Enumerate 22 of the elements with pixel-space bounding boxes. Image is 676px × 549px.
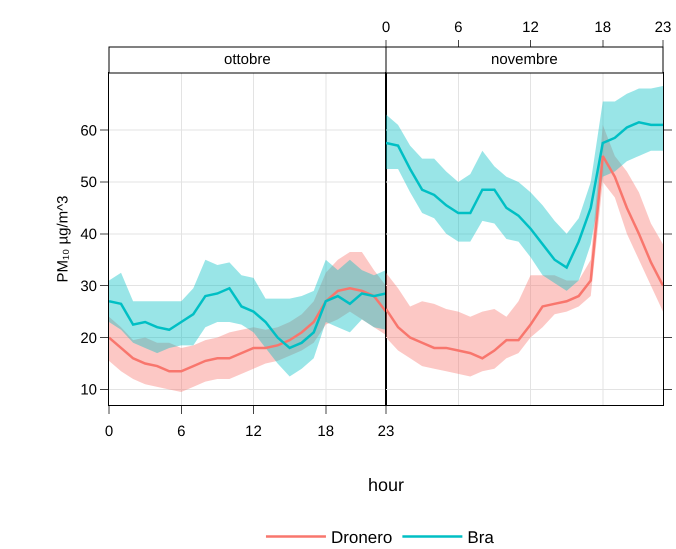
x-tick-label: 18 — [317, 423, 334, 440]
y-tick-label: 60 — [80, 122, 97, 140]
chart-title: novembre — [491, 51, 558, 68]
x-tick-label: 0 — [104, 423, 114, 440]
x-tick-label: 23 — [378, 423, 394, 440]
y-tick-label: 20 — [80, 330, 97, 347]
x-tick-label: 12 — [245, 423, 262, 440]
y-tick-label: 30 — [80, 278, 97, 295]
x-tick-label: 23 — [654, 19, 672, 36]
x-tick-label: 18 — [594, 19, 612, 36]
x-tick-label: 0 — [382, 19, 390, 36]
x-tick-label: 6 — [454, 19, 462, 36]
x-tick-label: 12 — [522, 19, 539, 36]
y-axis-title: PM₁₀ µg/m^3 — [54, 196, 72, 282]
x-tick-label: 6 — [177, 423, 186, 440]
legend-label: Dronero — [330, 528, 392, 548]
y-tick-label: 40 — [80, 226, 97, 244]
chart-title: ottobre — [224, 51, 271, 68]
x-axis-title: hour — [368, 475, 404, 495]
legend-label: Bra — [467, 528, 494, 548]
y-tick-label: 50 — [80, 174, 97, 192]
y-tick-label: 10 — [80, 382, 97, 399]
